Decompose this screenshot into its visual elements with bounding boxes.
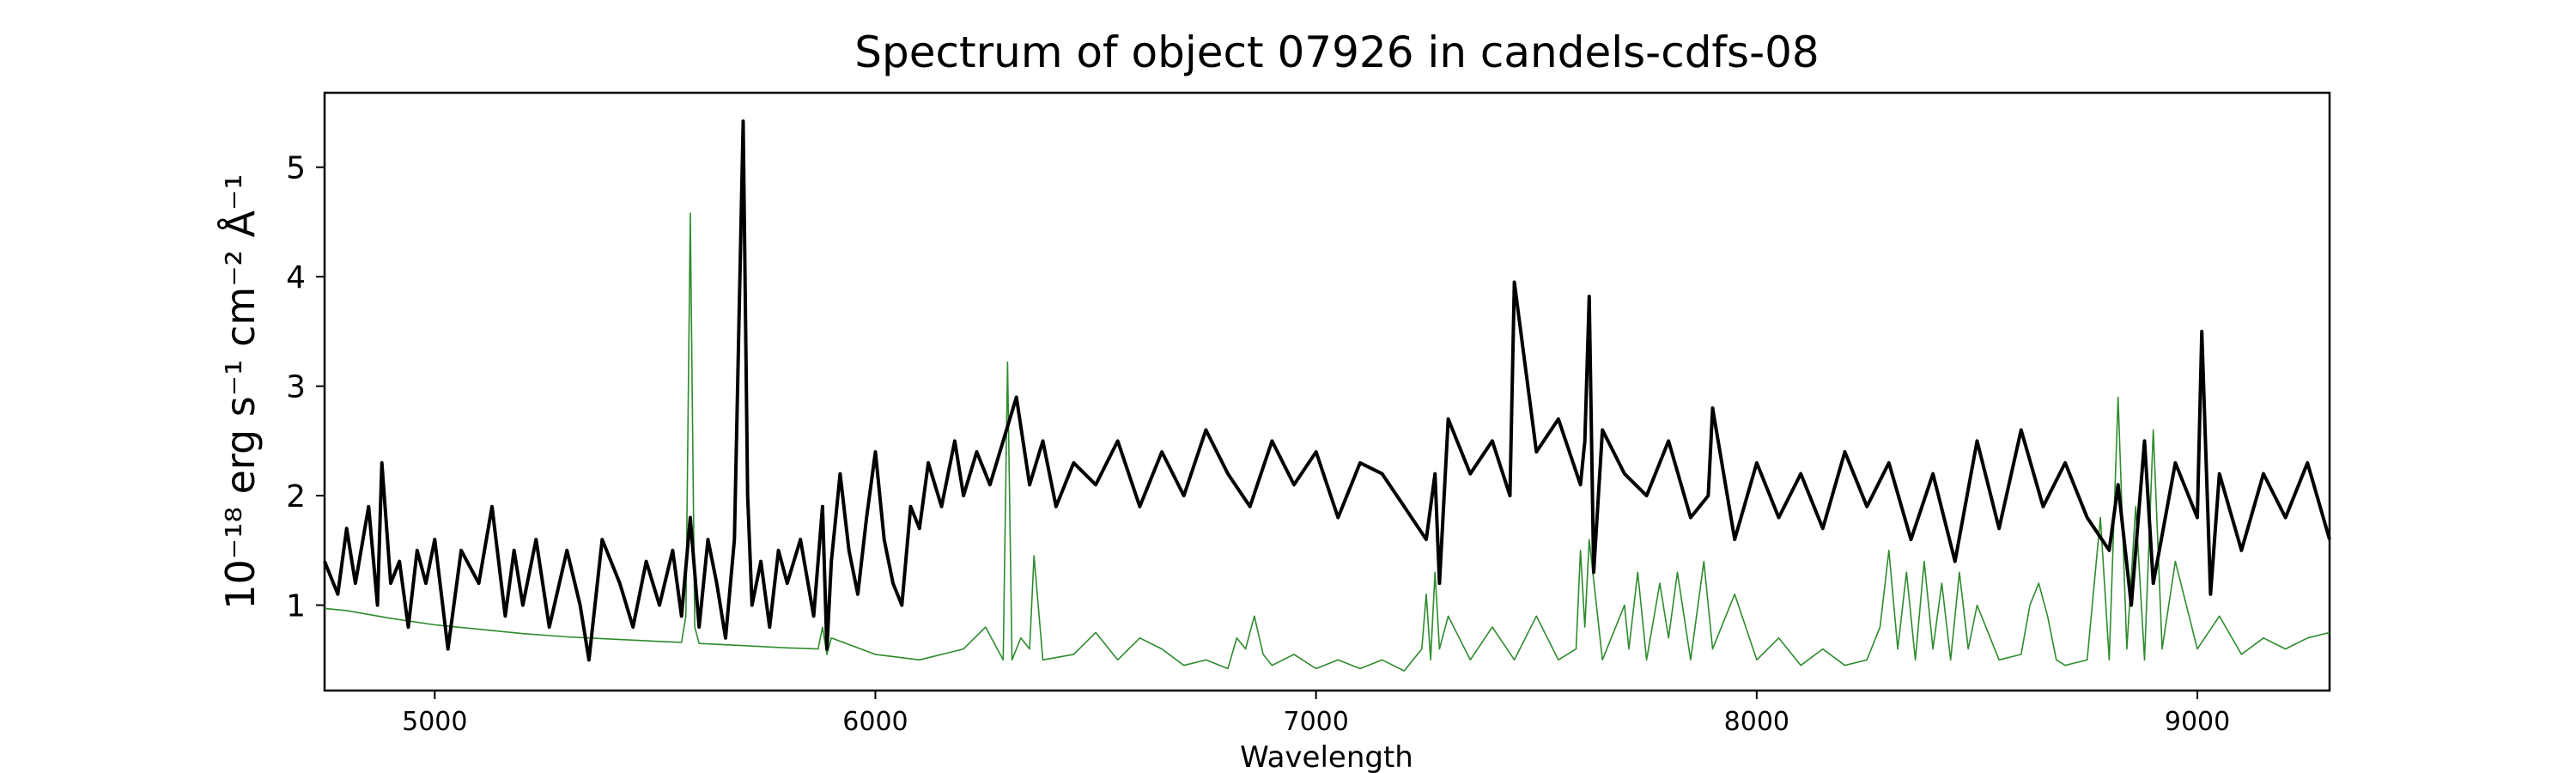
y-tick-label: 4 [286,260,306,295]
y-axis-label: 10⁻¹⁸ erg s⁻¹ cm⁻² Å⁻¹ [217,173,264,609]
series-layer [323,119,2331,672]
y-tick-label: 3 [286,370,306,405]
x-axis: 5000 6000 7000 8000 9000 [402,691,2230,737]
x-tick-label: 9000 [2165,707,2230,737]
series-line-sky-spectrum [324,212,2330,672]
plot-area [323,91,2331,692]
x-axis-label: Wavelength [1240,740,1413,773]
x-tick-label: 8000 [1724,707,1789,737]
x-tick-label: 7000 [1283,707,1348,737]
series-line-object-spectrum [323,119,2331,662]
y-tick-label: 2 [286,479,306,514]
chart-title: Spectrum of object 07926 in candels-cdfs… [854,27,1820,77]
y-tick-label: 1 [286,589,306,624]
x-tick-label: 5000 [402,707,467,737]
plot-frame [323,91,2331,692]
x-tick-label: 6000 [842,707,908,737]
y-tick-label: 5 [286,151,306,186]
y-axis: 1 2 3 4 5 [286,151,325,624]
